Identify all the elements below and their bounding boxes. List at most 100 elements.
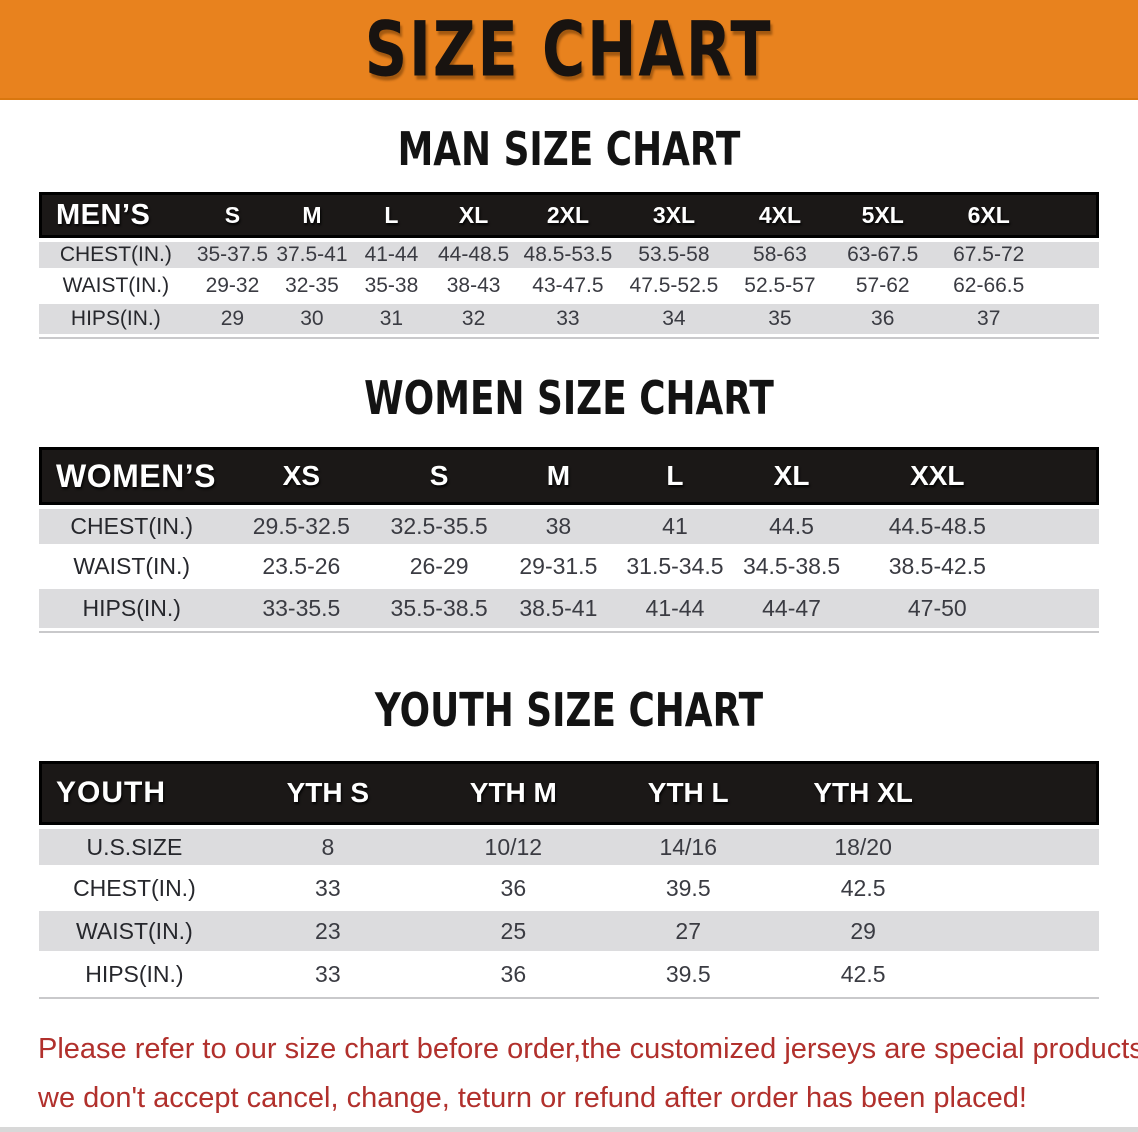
size-value: 38-43 [431, 271, 516, 304]
youth-size-table: YOUTH YTH S YTH M YTH L YTH XL U.S.SIZE 8 10/12… [39, 761, 1099, 999]
size-value: 31 [351, 304, 432, 337]
filler-cell [950, 761, 1099, 825]
size-value: 32.5-35.5 [378, 505, 501, 547]
size-value: 44-48.5 [431, 238, 516, 271]
size-value: 33 [229, 868, 426, 911]
size-value: 33-35.5 [224, 589, 379, 631]
size-value: 35.5-38.5 [378, 589, 501, 631]
table-header-row: MEN’S S M L XL 2XL 3XL 4XL 5XL 6XL [39, 192, 1099, 238]
size-column-header: YTH L [600, 761, 776, 825]
size-column-header: YTH XL [775, 761, 951, 825]
table-row: WAIST(IN.) 23 25 27 29 [39, 911, 1099, 954]
women-size-section: WOMEN SIZE CHART WOMEN’S XS S M L XL XXL CHEST(… [0, 373, 1138, 633]
size-value: 26-29 [378, 547, 501, 589]
size-value: 14/16 [600, 825, 776, 868]
table-header-row: YOUTH YTH S YTH M YTH L YTH XL [39, 761, 1099, 825]
size-column-header: 4XL [727, 192, 832, 238]
filler-cell [1024, 505, 1099, 547]
disclaimer-line-1: Please refer to our size chart before or… [38, 1033, 1138, 1065]
men-section-heading: MAN SIZE CHART [397, 123, 741, 177]
size-value: 35 [727, 304, 832, 337]
filler-cell [1043, 238, 1099, 271]
disclaimer-note: Please refer to our size chart before or… [38, 1025, 1138, 1123]
size-column-header: 3XL [619, 192, 728, 238]
size-value: 58-63 [727, 238, 832, 271]
size-column-header: YTH S [229, 761, 426, 825]
size-value: 34.5-38.5 [733, 547, 850, 589]
measure-label: CHEST(IN.) [39, 238, 193, 271]
table-row: WAIST(IN.) 29-32 32-35 35-38 38-43 43-47.5 47.… [39, 271, 1099, 304]
size-value: 36 [425, 954, 601, 997]
filler-cell [1024, 589, 1099, 631]
table-header-row: WOMEN’S XS S M L XL XXL [39, 447, 1099, 505]
table-title: MEN’S [39, 192, 193, 238]
size-column-header: XXL [849, 447, 1025, 505]
size-column-header: XL [431, 192, 516, 238]
measure-label: CHEST(IN.) [39, 505, 225, 547]
size-value: 42.5 [775, 954, 951, 997]
size-value: 30 [272, 304, 352, 337]
size-value: 34 [619, 304, 728, 337]
filler-cell [1043, 192, 1099, 238]
size-value: 38.5-42.5 [849, 547, 1025, 589]
measure-label: WAIST(IN.) [39, 547, 225, 589]
table-row: CHEST(IN.) 35-37.5 37.5-41 41-44 44-48.5 48.5… [39, 238, 1099, 271]
size-value: 39.5 [600, 954, 776, 997]
size-column-header: XS [224, 447, 379, 505]
size-column-header: 6XL [933, 192, 1044, 238]
size-value: 67.5-72 [933, 238, 1044, 271]
size-value: 47-50 [849, 589, 1025, 631]
size-value: 57-62 [831, 271, 934, 304]
women-section-heading: WOMEN SIZE CHART [364, 372, 774, 426]
table-row: CHEST(IN.) 29.5-32.5 32.5-35.5 38 41 44.5 44.5… [39, 505, 1099, 547]
size-value: 23.5-26 [224, 547, 379, 589]
size-value: 33 [515, 304, 620, 337]
measure-label: WAIST(IN.) [39, 271, 193, 304]
size-column-header: XL [733, 447, 850, 505]
size-value: 29-32 [192, 271, 273, 304]
table-row: U.S.SIZE 8 10/12 14/16 18/20 [39, 825, 1099, 868]
size-column-header: M [272, 192, 352, 238]
banner-title: SIZE CHART [365, 4, 773, 94]
filler-cell [1043, 304, 1099, 337]
size-value: 44-47 [733, 589, 850, 631]
size-value: 39.5 [600, 868, 776, 911]
size-column-header: 2XL [515, 192, 620, 238]
size-value: 23 [229, 911, 426, 954]
men-size-table: MEN’S S M L XL 2XL 3XL 4XL 5XL 6XL CHEST(IN.) 35-37… [39, 192, 1099, 339]
size-column-header: L [351, 192, 432, 238]
women-size-table: WOMEN’S XS S M L XL XXL CHEST(IN.) 29.5-32.5 32.5… [39, 447, 1099, 633]
size-value: 44.5-48.5 [849, 505, 1025, 547]
size-value: 29.5-32.5 [224, 505, 379, 547]
measure-label: HIPS(IN.) [39, 304, 193, 337]
size-column-header: 5XL [831, 192, 934, 238]
size-value: 47.5-52.5 [619, 271, 728, 304]
size-value: 37 [933, 304, 1044, 337]
size-column-header: L [616, 447, 734, 505]
size-value: 63-67.5 [831, 238, 934, 271]
size-value: 35-37.5 [192, 238, 273, 271]
size-value: 44.5 [733, 505, 850, 547]
size-value: 18/20 [775, 825, 951, 868]
table-row: HIPS(IN.) 33 36 39.5 42.5 [39, 954, 1099, 997]
men-size-section: MAN SIZE CHART MEN’S S M L XL 2XL 3XL 4XL 5XL 6XL… [0, 124, 1138, 339]
size-value: 33 [229, 954, 426, 997]
filler-cell [950, 954, 1099, 997]
size-column-header: YTH M [425, 761, 601, 825]
table-row: HIPS(IN.) 33-35.5 35.5-38.5 38.5-41 41-44 44-… [39, 589, 1099, 631]
size-value: 38.5-41 [500, 589, 617, 631]
size-value: 62-66.5 [933, 271, 1044, 304]
youth-section-heading: YOUTH SIZE CHART [374, 684, 764, 738]
filler-cell [950, 911, 1099, 954]
size-value: 52.5-57 [727, 271, 832, 304]
size-value: 32 [431, 304, 516, 337]
size-value: 36 [831, 304, 934, 337]
measure-label: WAIST(IN.) [39, 911, 230, 954]
size-value: 41-44 [351, 238, 432, 271]
size-value: 10/12 [425, 825, 601, 868]
size-value: 8 [229, 825, 426, 868]
size-value: 43-47.5 [515, 271, 620, 304]
filler-cell [1024, 547, 1099, 589]
size-value: 25 [425, 911, 601, 954]
size-chart-banner: SIZE CHART [0, 0, 1138, 100]
